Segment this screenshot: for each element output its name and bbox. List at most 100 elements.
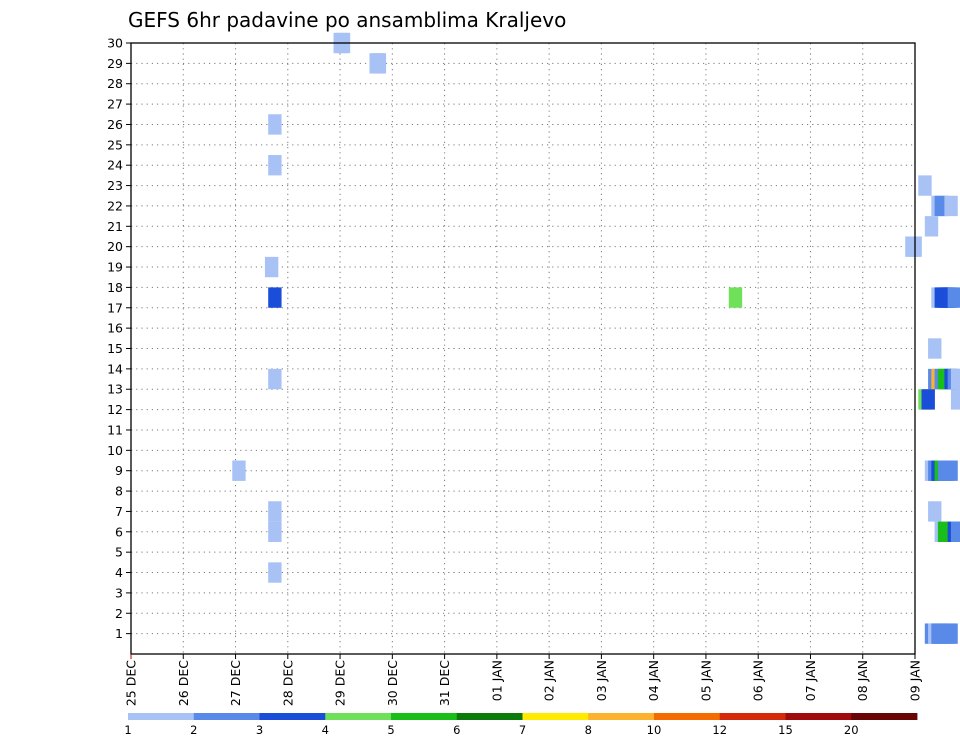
y-tick-label: 2 [115, 606, 123, 621]
y-tick-label: 3 [115, 585, 123, 600]
colorbar-swatch [654, 713, 721, 720]
x-tick-label: 07 JAN [803, 660, 818, 701]
colorbar-swatch [128, 713, 195, 720]
colorbar-label: 10 [647, 723, 662, 737]
x-axis-ticks: 25 DEC 26 DEC 27 DEC 28 DEC 29 DEC 30 DEC 31 D… [124, 654, 923, 706]
y-tick-label: 14 [107, 361, 123, 376]
precip-cell [264, 256, 279, 278]
y-tick-label: 8 [115, 484, 123, 499]
colorbar-swatch [391, 713, 458, 720]
colorbar-swatch [522, 713, 589, 720]
colorbar-swatch [193, 713, 260, 720]
precip-cell [928, 338, 942, 359]
x-tick-label: 09 JAN [908, 660, 923, 701]
y-tick-label: 6 [115, 524, 123, 539]
y-tick-label: 10 [107, 443, 123, 458]
precip-cell [268, 155, 282, 176]
y-tick-label: 23 [107, 178, 123, 193]
y-tick-label: 25 [107, 137, 123, 152]
colorbar-label: 7 [519, 723, 526, 737]
precip-cell [947, 287, 960, 308]
colorbar-swatch [325, 713, 392, 720]
y-tick-label: 5 [115, 545, 123, 560]
x-tick-label: 05 JAN [698, 660, 713, 701]
x-tick-label: 29 DEC [333, 660, 348, 706]
y-tick-label: 15 [107, 341, 123, 356]
y-tick-label: 20 [107, 239, 123, 254]
y-axis-ticks: 1234567891011121314151617181920212223242… [107, 36, 131, 641]
colorbar-label: 3 [256, 723, 263, 737]
colorbar-swatch [851, 713, 918, 720]
y-tick-label: 12 [107, 402, 123, 417]
colorbar: 1 2 3 4 5 6 7 8 10 12 15 20 [124, 713, 918, 737]
y-tick-label: 11 [107, 422, 123, 437]
y-tick-label: 13 [107, 382, 123, 397]
precip-cell [921, 389, 935, 410]
precip-cell [954, 521, 960, 542]
y-tick-label: 27 [107, 97, 123, 112]
y-tick-label: 29 [107, 56, 123, 71]
precip-cell [268, 521, 282, 542]
colorbar-swatch [456, 713, 523, 720]
heatmap-cells [232, 32, 960, 644]
y-tick-label: 24 [107, 158, 123, 173]
y-tick-label: 16 [107, 321, 123, 336]
precip-cell [268, 562, 282, 583]
precip-cell [268, 368, 282, 390]
colorbar-swatch [588, 713, 655, 720]
precip-cell [944, 623, 958, 644]
x-tick-label: 31 DEC [437, 660, 452, 706]
y-tick-label: 19 [107, 260, 123, 275]
precip-cell [950, 389, 960, 410]
x-tick-label: 30 DEC [385, 660, 400, 706]
colorbar-swatch [259, 713, 326, 720]
y-tick-label: 26 [107, 117, 123, 132]
x-tick-label: 04 JAN [646, 660, 661, 701]
colorbar-label: 1 [124, 723, 131, 737]
x-tick-label: 03 JAN [594, 660, 609, 701]
colorbar-label: 12 [712, 723, 727, 737]
colorbar-label: 15 [778, 723, 793, 737]
y-tick-label: 7 [115, 504, 123, 519]
precip-cell [918, 175, 932, 196]
colorbar-swatch [719, 713, 786, 720]
x-tick-label: 01 JAN [489, 660, 504, 701]
precip-cell [268, 501, 282, 522]
colorbar-label: 5 [387, 723, 394, 737]
precip-cell [268, 114, 282, 135]
x-tick-label: 25 DEC [124, 660, 139, 706]
y-tick-label: 9 [115, 463, 123, 478]
y-tick-label: 28 [107, 76, 123, 91]
precip-cell [232, 460, 246, 481]
precip-cell [728, 287, 743, 308]
precip-cell [268, 287, 282, 308]
y-tick-label: 30 [107, 36, 123, 51]
x-tick-label: 26 DEC [176, 660, 191, 706]
precip-cell [950, 368, 960, 390]
y-tick-label: 21 [107, 219, 123, 234]
colorbar-label: 6 [453, 723, 460, 737]
precip-cell [372, 53, 387, 74]
precip-cell [944, 460, 958, 481]
y-tick-label: 1 [115, 626, 123, 641]
precip-cell [944, 195, 958, 217]
precip-cell [924, 216, 939, 237]
colorbar-label: 8 [585, 723, 592, 737]
colorbar-label: 4 [322, 723, 329, 737]
colorbar-label: 2 [190, 723, 197, 737]
y-tick-label: 18 [107, 280, 123, 295]
y-tick-label: 17 [107, 300, 123, 315]
colorbar-label: 20 [844, 723, 859, 737]
y-tick-label: 4 [115, 565, 123, 580]
precip-cell [928, 501, 942, 522]
x-tick-label: 02 JAN [542, 660, 557, 701]
x-tick-label: 08 JAN [855, 660, 870, 701]
grid [131, 43, 915, 654]
x-tick-label: 27 DEC [228, 660, 243, 706]
y-tick-label: 22 [107, 198, 123, 213]
chart-title: GEFS 6hr padavine po ansamblima Kraljevo [128, 8, 566, 32]
colorbar-swatch [785, 713, 852, 720]
x-tick-label: 06 JAN [751, 660, 766, 701]
x-tick-label: 28 DEC [280, 660, 295, 706]
